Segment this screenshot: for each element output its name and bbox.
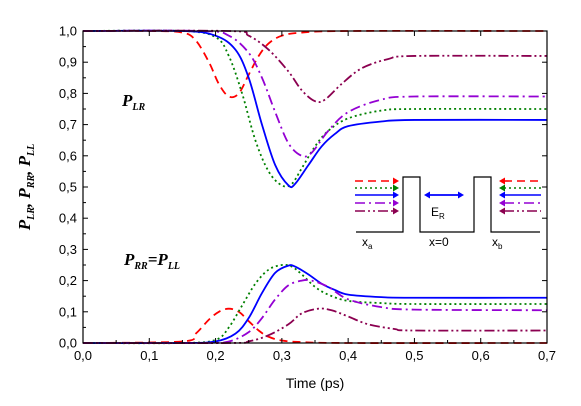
y-tick-label: 0,8 — [59, 86, 77, 101]
x-tick-label: 0,0 — [74, 348, 92, 363]
x-axis-label: Time (ps) — [286, 375, 345, 391]
y-tick-label: 0,4 — [59, 211, 77, 226]
series-3-lower-line — [82, 264, 548, 345]
series-layer — [82, 29, 548, 345]
x-tick-label: 0,4 — [339, 348, 357, 363]
series-3-upper-line — [82, 29, 548, 189]
x-tick-label: 0,7 — [538, 348, 556, 363]
inset-arrowhead — [393, 199, 399, 207]
series-5-lower-line — [82, 307, 548, 345]
y-tick-label: 0,0 — [59, 336, 77, 351]
y-tick-label: 0,7 — [59, 117, 77, 132]
inset-arrowhead — [499, 207, 505, 215]
y-axis-label: PLR, PRR, PLL — [15, 144, 37, 232]
y-tick-label: 0,5 — [59, 180, 77, 195]
inset-label-er: ER — [431, 205, 445, 221]
plot-frame — [82, 30, 548, 344]
inset-arrowhead — [393, 191, 399, 199]
y-tick-label: 0,3 — [59, 242, 77, 257]
double-barrier-potential — [356, 176, 540, 233]
x-tick-label: 0,2 — [207, 348, 225, 363]
series-5-upper-line — [82, 29, 548, 104]
series-4-upper-line — [82, 29, 548, 158]
inset-arrowhead — [499, 184, 505, 192]
barrier-inset: ER xa x=0 xb — [355, 176, 541, 251]
series-2-upper-line — [82, 29, 548, 188]
inset-arrowhead — [499, 177, 505, 185]
inset-label-xb: xb — [492, 235, 503, 251]
inset-label-xa: xa — [362, 235, 373, 251]
series-4-lower-line — [82, 279, 548, 345]
series-2-lower-line — [82, 263, 548, 345]
y-tick-label: 0,1 — [59, 304, 77, 319]
y-tick-label: 0,2 — [59, 273, 77, 288]
series-1-upper-line — [82, 29, 548, 99]
series-1-lower-line — [82, 307, 548, 344]
inset-arrows — [355, 177, 541, 215]
inset-arrowhead — [424, 191, 430, 199]
x-tick-label: 0,6 — [472, 348, 490, 363]
inset-arrowhead — [393, 184, 399, 192]
x-tick-label: 0,5 — [405, 348, 423, 363]
inset-label-x0: x=0 — [429, 235, 449, 249]
x-tick-label: 0,3 — [273, 348, 291, 363]
inset-arrowhead — [499, 199, 505, 207]
ticks-layer: 0,0 0,1 0,2 0,3 0,4 0,5 0,6 0,7 0,0 0,1 0,2 0,3 0,4 0… — [59, 24, 556, 364]
y-tick-label: 1,0 — [59, 24, 77, 39]
y-tick-label: 0,6 — [59, 148, 77, 163]
y-tick-label: 0,9 — [59, 55, 77, 70]
inset-arrowhead — [393, 177, 399, 185]
inset-arrowhead — [499, 191, 505, 199]
inset-arrowhead — [393, 207, 399, 215]
x-tick-label: 0,1 — [140, 348, 158, 363]
inset-arrowhead — [458, 191, 464, 199]
annotation-prr-pll: PRR=PLL — [123, 250, 180, 272]
annotation-plr: PLR — [121, 91, 145, 113]
